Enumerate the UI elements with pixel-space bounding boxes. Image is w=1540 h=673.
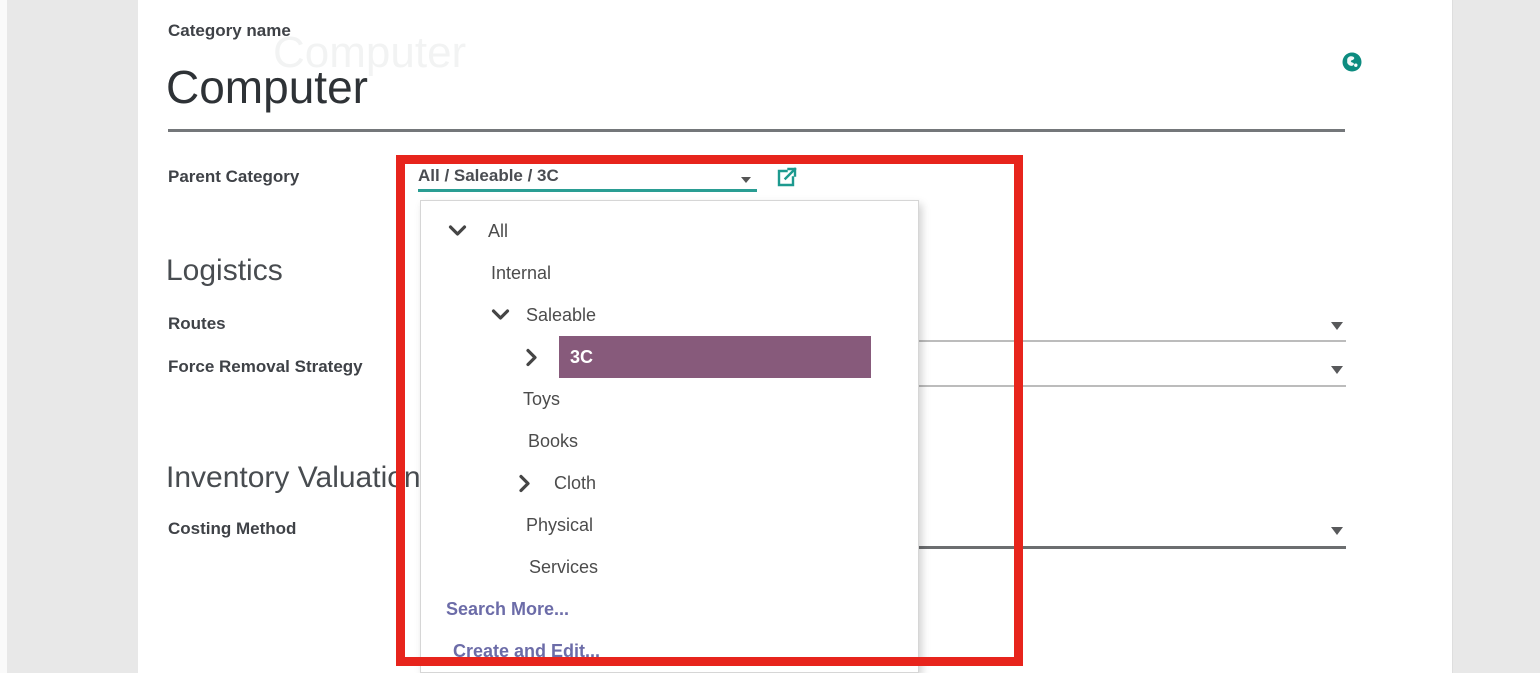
search-more-label: Search More... [446,598,570,619]
tree-item-label: Internal [491,262,552,283]
tree-item-label: Books [528,430,579,451]
parent-category-input[interactable]: All / Saleable / 3C [418,166,559,185]
tree-item-label: All [488,220,509,241]
tree-item-label: Cloth [554,472,597,493]
parent-category-label: Parent Category [168,167,300,186]
chevron-down-icon[interactable] [491,294,510,336]
search-more-option[interactable]: Search More... [421,588,918,630]
parent-category-dropdown: All Internal Saleable 3C Toys Books [420,200,919,673]
tree-item-services[interactable]: Services [421,546,918,588]
create-and-edit-option[interactable]: Create and Edit... [421,630,918,672]
tree-item-label-selected: 3C [559,336,871,378]
tree-item-books[interactable]: Books [421,420,918,462]
tree-item-cloth[interactable]: Cloth [421,462,918,504]
dropdown-caret-icon[interactable] [1331,527,1343,535]
tree-item-3c-selected[interactable]: 3C [421,336,918,378]
tree-item-physical[interactable]: Physical [421,504,918,546]
create-and-edit-label: Create and Edit... [453,640,601,661]
chevron-right-icon[interactable] [519,462,531,504]
tree-item-label: Services [529,556,599,577]
dropdown-caret-icon[interactable] [1331,322,1343,330]
chevron-right-icon[interactable] [526,336,538,378]
tree-item-internal[interactable]: Internal [421,252,918,294]
inventory-valuation-section-title: Inventory Valuation [166,461,421,494]
tree-item-label: Toys [523,388,561,409]
logistics-section-title: Logistics [166,254,283,287]
dropdown-caret-icon[interactable] [1331,366,1343,374]
force-removal-strategy-label: Force Removal Strategy [168,357,363,376]
left-edge-strip [0,0,7,673]
tree-item-saleable[interactable]: Saleable [421,294,918,336]
tree-item-toys[interactable]: Toys [421,378,918,420]
tree-item-label: Physical [526,514,594,535]
costing-method-label: Costing Method [168,519,297,538]
parent-category-input-underline [418,189,757,192]
tree-item-label: Saleable [526,304,597,325]
routes-label: Routes [168,314,226,333]
category-name-label: Category name [168,21,291,40]
category-name-underline [168,129,1345,132]
category-name-value[interactable]: Computer [166,61,368,113]
external-link-icon[interactable] [775,165,799,189]
dropdown-caret-icon[interactable] [741,177,751,183]
globe-icon[interactable] [1342,52,1362,72]
chevron-down-icon[interactable] [448,210,467,252]
category-name-ghost-text: Computer [273,28,467,77]
tree-item-all[interactable]: All [421,210,918,252]
